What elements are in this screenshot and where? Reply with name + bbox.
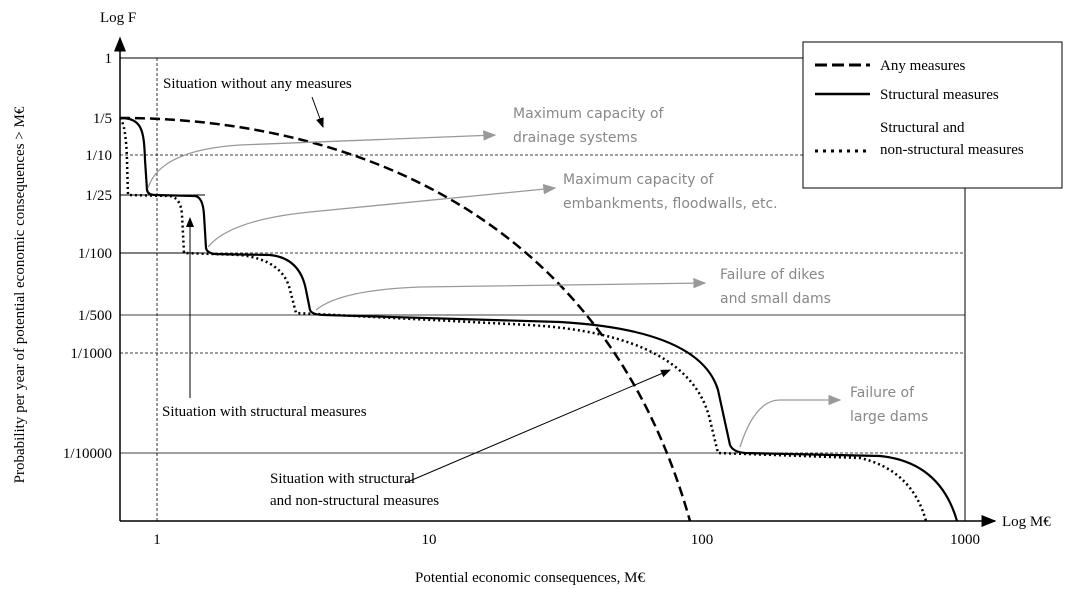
x-tick-label: 1000 [950,532,980,548]
x-tick-label: 100 [691,532,714,548]
x-tick-label: 1 [153,532,161,548]
y-axis-title: Probability per year of potential econom… [12,106,28,483]
annotation: Situation without any measures [163,76,352,92]
annotation: Maximum capacity of [513,106,665,122]
y-tick-label: 1/10000 [63,446,112,462]
annotation: drainage systems [513,130,637,146]
annotation: embankments, floodwalls, etc. [563,196,778,212]
frame [114,36,997,527]
curve-nonstructural [118,117,928,522]
x-axis-label: Log M€ [1002,514,1051,530]
y-tick-label: 1/5 [93,111,112,127]
curves [118,116,959,522]
y-tick-label: 1/25 [85,188,112,204]
legend: Any measures Structural measures Structu… [802,41,1063,189]
annotations: Situation without any measures Situation… [147,76,928,509]
annotation: Maximum capacity of [563,172,715,188]
legend-entry: Any measures [880,58,966,74]
annotation: and small dams [720,291,831,307]
y-tick-label: 1/10 [85,148,112,164]
annotation: Failure of dikes [720,267,825,283]
x-tick-label: 10 [422,532,437,548]
legend-entry: Structural measures [880,87,999,103]
annotation: Situation with structural measures [162,404,367,420]
legend-entry: Structural and [880,120,965,136]
curve-any [119,116,692,522]
annotation: Failure of [850,385,915,401]
annotation: and non-structural measures [270,493,439,509]
legend-entry: non-structural measures [880,142,1024,158]
annotation: Situation with structural [270,471,415,487]
x-ticks: 1 10 100 1000 [153,532,980,548]
annotation: large dams [850,409,928,425]
y-tick-label: 1/500 [78,308,112,324]
y-ticks: 1 1/5 1/10 1/25 1/100 1/500 1/1000 1/100… [63,51,112,462]
y-tick-label: 1 [105,51,113,67]
y-tick-label: 1/100 [78,246,112,262]
y-tick-label: 1/1000 [70,346,112,362]
x-axis-title: Potential economic consequences, M€ [415,570,645,586]
y-axis-label: Log F [100,10,136,26]
